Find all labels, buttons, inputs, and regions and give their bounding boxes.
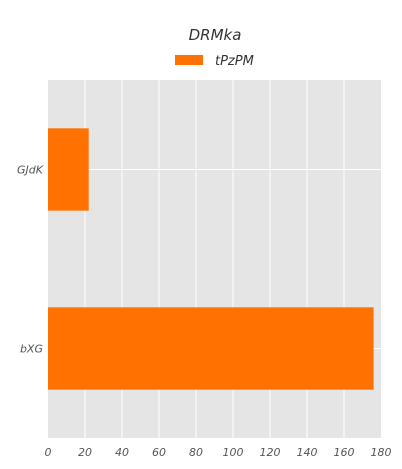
- x-tick-label: 0: [45, 446, 52, 459]
- y-axis-ticks: GJdK bXG: [17, 164, 44, 356]
- x-tick-label: 180: [371, 446, 392, 459]
- x-tick-label: 20: [78, 446, 92, 459]
- x-axis-ticks: 0 20 40 60 80 100 120 140 160 180: [45, 446, 392, 459]
- x-tick-label: 60: [152, 446, 166, 459]
- legend: tPzPM: [175, 54, 254, 69]
- x-tick-label: 100: [223, 446, 244, 459]
- x-tick-label: 140: [297, 446, 318, 459]
- bar-bXG: [48, 307, 374, 390]
- bar-GJdK: [48, 128, 89, 211]
- x-tick-label: 120: [260, 446, 281, 459]
- legend-swatch: [175, 55, 203, 65]
- x-tick-label: 160: [334, 446, 355, 459]
- y-tick-label: bXG: [20, 343, 43, 356]
- x-tick-label: 80: [189, 446, 203, 459]
- legend-label: tPzPM: [215, 54, 254, 69]
- y-tick-label: GJdK: [17, 164, 44, 177]
- x-tick-label: 40: [115, 446, 129, 459]
- chart-title: DRMka: [189, 26, 242, 44]
- bars: [48, 128, 374, 390]
